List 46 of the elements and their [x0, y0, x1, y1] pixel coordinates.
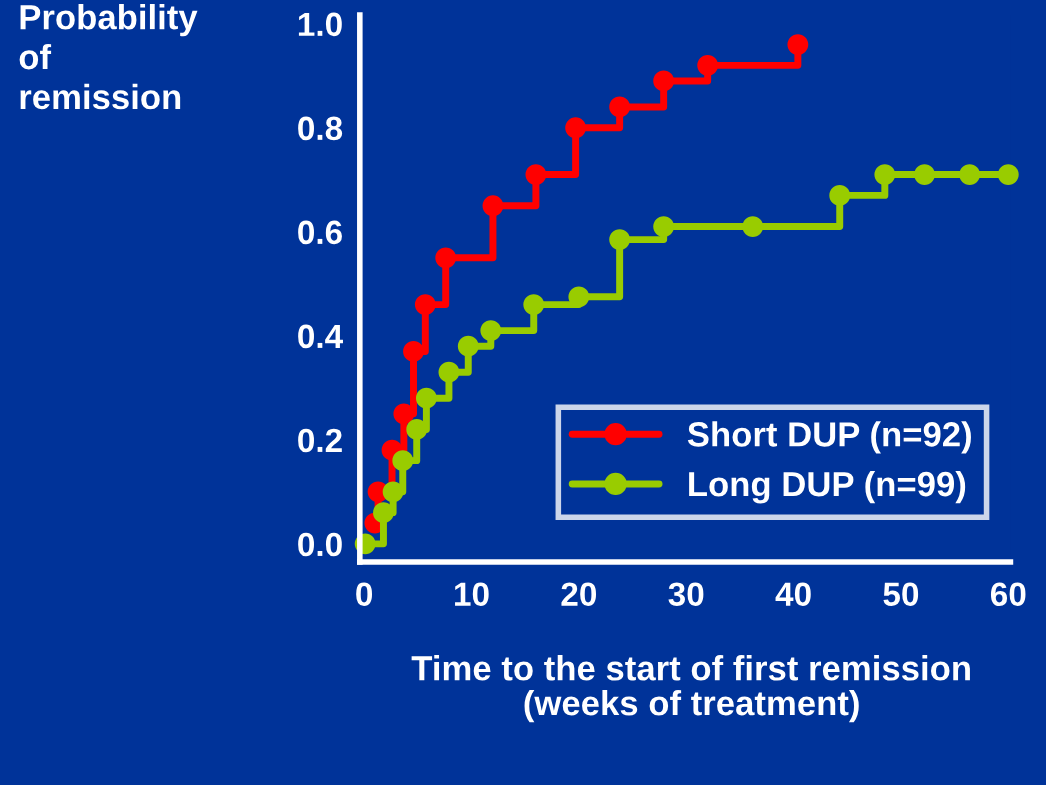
point	[523, 294, 545, 316]
x-axis-title: Time to the start of first remission (weeks of treatment)	[411, 655, 970, 723]
x-tick-label: 20	[561, 582, 597, 606]
point	[457, 335, 479, 357]
point	[565, 117, 587, 139]
x-tick-label: 40	[775, 582, 811, 606]
y-tick-label: 1.0	[298, 12, 342, 37]
point	[697, 54, 719, 76]
point	[653, 70, 675, 92]
x-tick-label: 30	[668, 582, 704, 607]
point	[874, 164, 896, 185]
point	[393, 403, 415, 425]
point	[609, 229, 631, 251]
point	[525, 164, 547, 185]
x-tick-label: 60	[990, 582, 1026, 606]
point	[482, 195, 504, 217]
y-axis-title: Probability of remission	[19, 3, 198, 110]
x-tick-label: 0	[356, 582, 373, 606]
point	[406, 419, 428, 440]
y-tick-label: 0.8	[298, 116, 343, 141]
y-tick-label: 0.4	[298, 324, 343, 349]
point	[392, 450, 414, 472]
point	[653, 216, 675, 238]
point	[403, 341, 424, 362]
y-tick-label: 0.6	[298, 220, 342, 245]
x-tick-label: 50	[883, 582, 919, 606]
point	[373, 502, 394, 524]
point	[997, 164, 1019, 185]
point	[435, 247, 457, 269]
point	[914, 164, 935, 185]
point	[742, 216, 764, 238]
point	[568, 286, 590, 308]
y-tick-label: 0.2	[298, 428, 342, 453]
point	[438, 361, 460, 383]
point	[959, 164, 981, 185]
legend-label: Short DUP (n=92)	[687, 421, 971, 454]
point	[609, 96, 631, 118]
legend-label: Long DUP (n=99)	[689, 470, 966, 504]
point	[382, 481, 404, 503]
point	[829, 184, 851, 206]
point	[415, 387, 437, 409]
point	[414, 294, 436, 316]
point	[480, 320, 502, 342]
point	[787, 34, 809, 55]
x-tick-label: 10	[455, 582, 489, 606]
y-tick-label: 0.0	[298, 532, 342, 557]
